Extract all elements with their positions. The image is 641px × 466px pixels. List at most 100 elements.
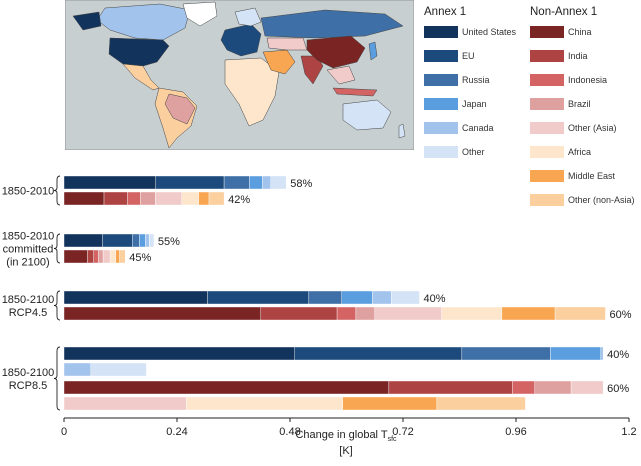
x-tick-label: 0.48 <box>279 426 300 438</box>
bar-segment-brazil <box>98 249 104 264</box>
bar-segment-united-states <box>63 233 103 248</box>
bar-segment-india <box>388 380 513 395</box>
legend-label-nonannex1-indonesia: Indonesia <box>568 75 607 85</box>
bar-segment-africa <box>441 306 503 321</box>
map-china <box>306 35 366 69</box>
map-australia <box>342 99 392 131</box>
bar-segment-middle-east <box>198 191 210 206</box>
legend-nonannex1-list: China India Indonesia Brazil Other (Asia) Afr… <box>530 26 635 206</box>
bar-segment-russia <box>308 290 342 305</box>
bar-segment-other-non-asia <box>119 249 126 264</box>
map-brazil <box>164 93 196 125</box>
bar-segment-africa <box>109 249 116 264</box>
bar-segment-china <box>63 249 88 264</box>
map-new-zealand <box>398 123 406 139</box>
row-label: RCP8.5 <box>9 380 48 392</box>
bar-segment-russia <box>461 346 551 361</box>
legend-swatch-nonannex1-africa <box>530 146 564 158</box>
bar-segment-other-annex-1 <box>270 175 287 190</box>
bar-segment-eu <box>155 175 225 190</box>
legend-swatch-nonannex1-other-non-asia <box>530 194 564 206</box>
bar-segment-united-states <box>63 290 208 305</box>
bar-pct-label: 55% <box>158 236 180 248</box>
bar-segment-japan <box>139 233 146 248</box>
bar-segment-japan <box>341 290 373 305</box>
row-labels-layer: 58%42%1850-201055%45%1850-2010committed(… <box>2 175 632 411</box>
row-label: RCP4.5 <box>9 307 48 319</box>
legend-swatch-nonannex1-india <box>530 50 564 62</box>
bar-segment-japan <box>550 346 601 361</box>
map-japan <box>368 41 378 61</box>
row-brace <box>53 233 61 264</box>
bar-segment-eu <box>207 290 310 305</box>
row-label: 1850-2010 <box>2 186 55 198</box>
bar-segment-eu <box>102 233 133 248</box>
map-africa <box>224 57 280 127</box>
bar-segment-other-non-asia <box>554 306 606 321</box>
legend-label-nonannex1-china: China <box>568 27 592 37</box>
legend-label-annex1-russia: Russia <box>462 75 490 85</box>
bar-segment-japan <box>249 175 263 190</box>
legend-label-annex1-japan: Japan <box>462 99 487 109</box>
x-tick-label: 0.72 <box>392 426 413 438</box>
bar-pct-label: 42% <box>228 194 250 206</box>
row-label: (in 2100) <box>6 257 49 269</box>
map-eu <box>220 23 262 57</box>
bar-pct-label: 40% <box>423 293 445 305</box>
row-label: 1850-2010 <box>2 231 55 243</box>
bar-segment-india <box>103 191 128 206</box>
bars-layer <box>63 175 606 411</box>
legend-swatch-annex1-united-states <box>424 26 458 38</box>
legend-swatch-nonannex1-other-asia <box>530 122 564 134</box>
legend-label-nonannex1-africa: Africa <box>568 147 591 157</box>
row-brace <box>53 290 61 321</box>
bar-segment-other-asia <box>102 249 111 264</box>
bar-segment-other-asia <box>155 191 182 206</box>
bar-segment-united-states <box>63 175 157 190</box>
bar-segment-other-asia <box>570 380 604 395</box>
bar-segment-canada <box>372 290 392 305</box>
legend-label-annex1-united-states: United States <box>462 27 517 37</box>
bar-segment-china <box>63 380 390 395</box>
bar-segment-indonesia <box>512 380 536 395</box>
map-greenland <box>182 1 218 27</box>
x-tick-label: 1.2 <box>621 426 636 438</box>
bar-pct-label: 60% <box>609 309 631 321</box>
x-tick-label: 0 <box>61 426 67 438</box>
legend-label-nonannex1-middle-east: Middle East <box>568 171 616 181</box>
x-axis-title: Change in global Tsfc <box>295 429 397 443</box>
map-southeast-asia <box>326 65 356 85</box>
legend-label-annex1-other: Other <box>462 147 485 157</box>
legend-swatch-annex1-japan <box>424 98 458 110</box>
legend-label-annex1-eu: EU <box>462 51 475 61</box>
bar-segment-canada <box>262 175 271 190</box>
bar-pct-label: 58% <box>290 178 312 190</box>
x-tick-label: 0.24 <box>166 426 187 438</box>
x-axis-title-sub: sfc <box>388 436 397 443</box>
row-label: committed <box>3 244 54 256</box>
bar-segment-other-annex-1 <box>391 290 420 305</box>
bar-segment-middle-east <box>115 249 120 264</box>
legend-swatch-nonannex1-brazil <box>530 98 564 110</box>
bar-segment-africa <box>181 191 199 206</box>
map-russia <box>260 9 404 39</box>
legend-annex1-list: United States EU Russia Japan Canada Other <box>424 26 517 158</box>
row-brace <box>53 346 61 411</box>
bar-segment-other-annex-1 <box>90 362 147 377</box>
map-alaska <box>72 11 102 31</box>
map-central-asia <box>266 37 308 51</box>
bar-segment-india <box>87 249 94 264</box>
x-axis-title-main: Change in global T <box>295 429 387 441</box>
bar-segment-canada <box>145 233 150 248</box>
bar-segment-indonesia <box>93 249 99 264</box>
bar-segment-brazil <box>140 191 156 206</box>
bar-pct-label: 40% <box>607 349 629 361</box>
legend-title-nonannex1: Non-Annex 1 <box>530 6 597 18</box>
bar-segment-brazil <box>534 380 572 395</box>
legend-label-nonannex1-other-asia: Other (Asia) <box>568 123 617 133</box>
map-indonesia <box>332 87 378 97</box>
bar-segment-africa <box>186 396 343 411</box>
bar-segment-canada <box>600 346 604 361</box>
